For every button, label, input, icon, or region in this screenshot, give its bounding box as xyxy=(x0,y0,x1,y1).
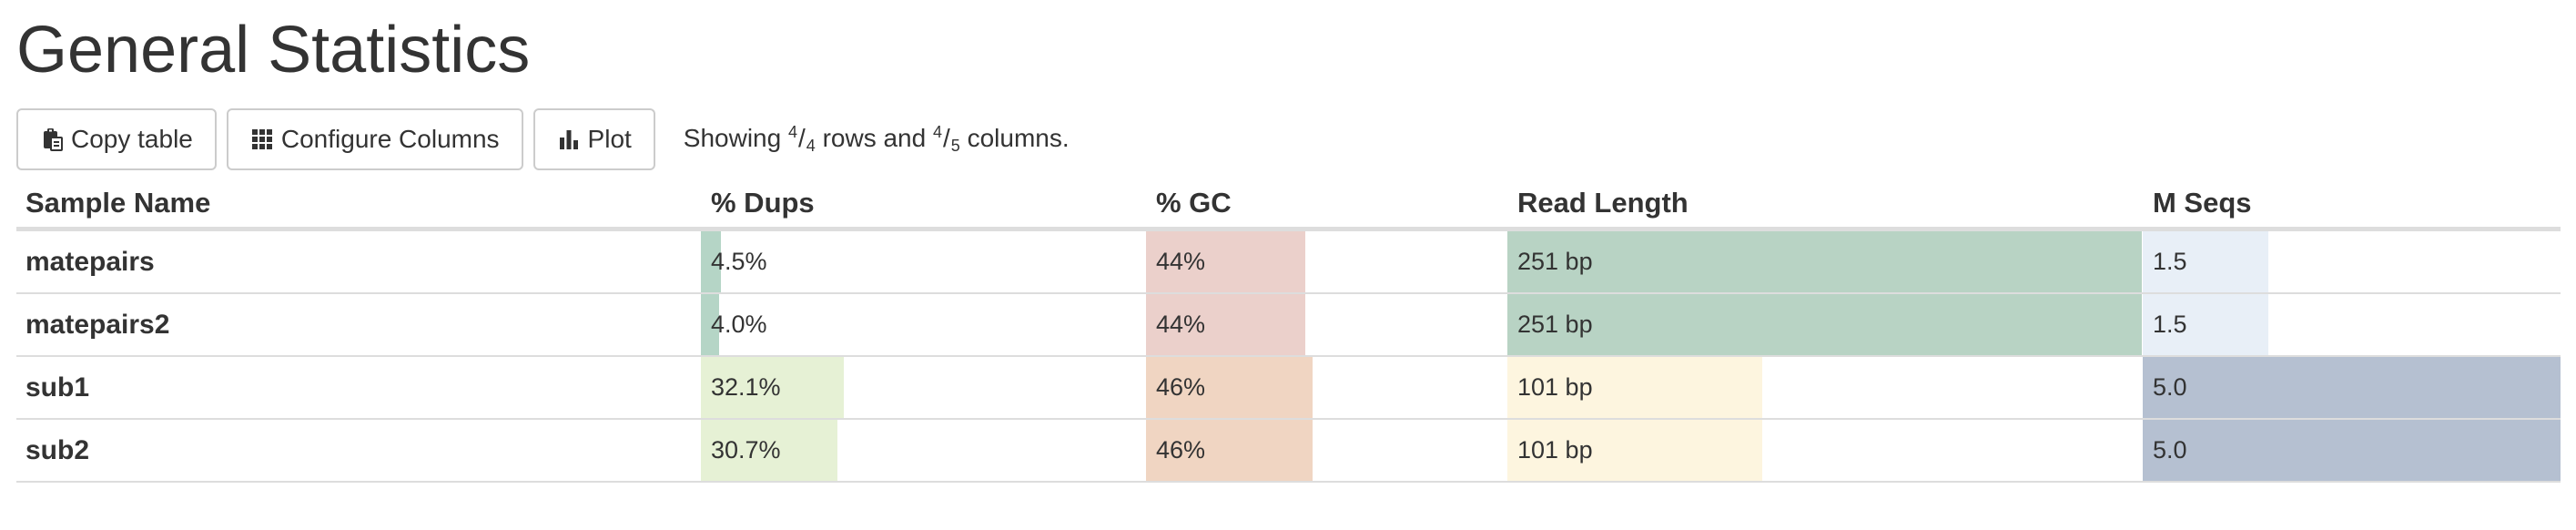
mseqs-bar xyxy=(2143,294,2268,355)
readlen-bar xyxy=(1507,231,2142,292)
mseqs-cell: 5.0 xyxy=(2143,420,2561,481)
mseqs-value: 1.5 xyxy=(2153,311,2187,338)
dups-cell: 4.5% xyxy=(701,231,1145,292)
dups-bar xyxy=(701,357,844,418)
dups-cell: 32.1% xyxy=(701,357,1145,418)
plot-label: Plot xyxy=(587,125,632,153)
grid-icon xyxy=(250,127,274,151)
page-title: General Statistics xyxy=(16,14,531,87)
gc-value: 46% xyxy=(1156,373,1206,401)
header-gc[interactable]: % GC xyxy=(1156,187,1232,219)
table-toolbar: Copy table Configure Columns xyxy=(16,108,1070,170)
sample-name-cell: sub1 xyxy=(25,372,90,403)
dups-cell: 30.7% xyxy=(701,420,1145,481)
mseqs-bar xyxy=(2143,231,2268,292)
gc-bar xyxy=(1146,420,1313,481)
showing-summary: Showing 4/4 rows and 4/5 columns. xyxy=(683,123,1070,155)
table-row: matepairs2 4.0% 44% 251 bp 1.5 xyxy=(16,294,2561,357)
dups-cell: 4.0% xyxy=(701,294,1145,355)
general-stats-table: Sample Name % Dups % GC Read Length M Se… xyxy=(16,178,2561,483)
readlen-bar xyxy=(1507,357,1763,418)
readlen-value: 101 bp xyxy=(1517,436,1593,464)
readlen-bar xyxy=(1507,294,2142,355)
gc-cell: 46% xyxy=(1146,420,1507,481)
dups-bar xyxy=(701,420,837,481)
sample-name-cell: sub2 xyxy=(25,435,90,465)
sample-name-cell: matepairs2 xyxy=(25,310,170,340)
gc-cell: 46% xyxy=(1146,357,1507,418)
copy-table-label: Copy table xyxy=(71,125,193,153)
table-row: sub2 30.7% 46% 101 bp 5.0 xyxy=(16,420,2561,483)
gc-bar xyxy=(1146,357,1313,418)
clipboard-icon xyxy=(40,127,64,151)
readlen-cell: 251 bp xyxy=(1507,294,2142,355)
mseqs-bar xyxy=(2143,420,2561,481)
sample-name-cell: matepairs xyxy=(25,247,155,277)
table-row: sub1 32.1% 46% 101 bp 5.0 xyxy=(16,357,2561,420)
table-header: Sample Name % Dups % GC Read Length M Se… xyxy=(16,178,2561,231)
header-sample-name[interactable]: Sample Name xyxy=(25,187,211,219)
gc-value: 46% xyxy=(1156,436,1206,464)
readlen-value: 101 bp xyxy=(1517,373,1593,401)
mseqs-cell: 1.5 xyxy=(2143,231,2561,292)
mseqs-cell: 5.0 xyxy=(2143,357,2561,418)
readlen-cell: 251 bp xyxy=(1507,231,2142,292)
readlen-cell: 101 bp xyxy=(1507,357,2142,418)
copy-table-button[interactable]: Copy table xyxy=(16,108,217,170)
dups-value: 32.1% xyxy=(711,373,781,401)
gc-cell: 44% xyxy=(1146,231,1507,292)
mseqs-value: 5.0 xyxy=(2153,436,2187,464)
gc-value: 44% xyxy=(1156,248,1206,275)
configure-columns-button[interactable]: Configure Columns xyxy=(226,108,523,170)
table-row: matepairs 4.5% 44% 251 bp 1.5 xyxy=(16,231,2561,294)
readlen-value: 251 bp xyxy=(1517,311,1593,338)
header-read-length[interactable]: Read Length xyxy=(1517,187,1689,219)
mseqs-value: 5.0 xyxy=(2153,373,2187,401)
dups-value: 4.5% xyxy=(711,248,767,275)
readlen-bar xyxy=(1507,420,1763,481)
plot-button[interactable]: Plot xyxy=(532,108,655,170)
mseqs-cell: 1.5 xyxy=(2143,294,2561,355)
configure-columns-label: Configure Columns xyxy=(280,125,500,153)
dups-bar xyxy=(701,231,721,292)
gc-value: 44% xyxy=(1156,311,1206,338)
table-body: matepairs 4.5% 44% 251 bp 1.5 matepairs2 4.0% 4… xyxy=(16,231,2561,483)
mseqs-value: 1.5 xyxy=(2153,248,2187,275)
readlen-cell: 101 bp xyxy=(1507,420,2142,481)
mseqs-bar xyxy=(2143,357,2561,418)
bar-chart-icon xyxy=(557,127,581,151)
header-dups[interactable]: % Dups xyxy=(711,187,815,219)
gc-bar xyxy=(1146,231,1305,292)
gc-cell: 44% xyxy=(1146,294,1507,355)
dups-value: 4.0% xyxy=(711,311,767,338)
readlen-value: 251 bp xyxy=(1517,248,1593,275)
header-m-seqs[interactable]: M Seqs xyxy=(2153,187,2252,219)
dups-value: 30.7% xyxy=(711,436,781,464)
gc-bar xyxy=(1146,294,1305,355)
dups-bar xyxy=(701,294,719,355)
